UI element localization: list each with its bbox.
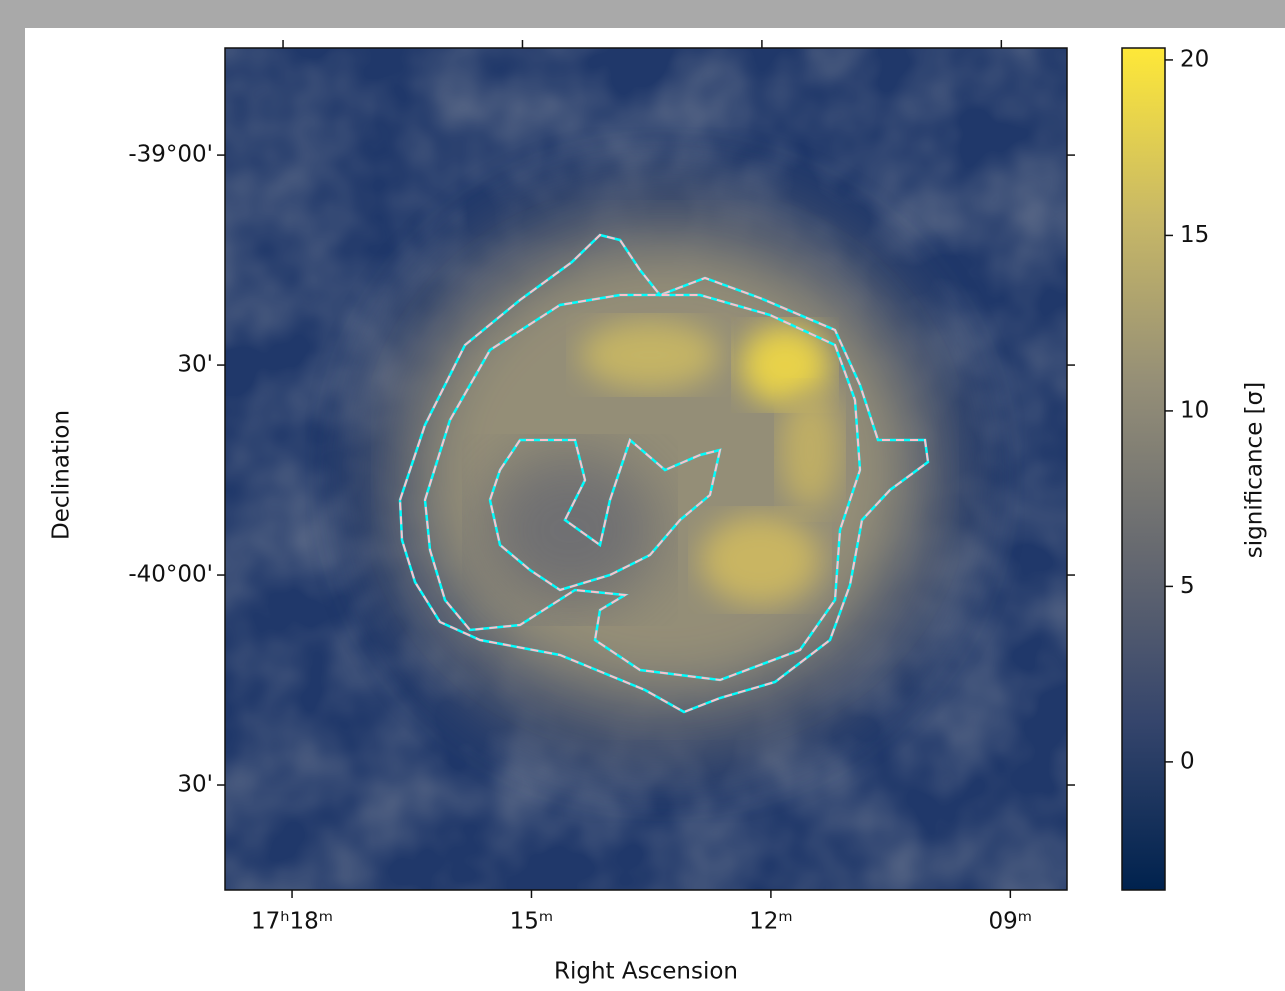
heatmap-spot (700, 515, 820, 605)
contour-line-dashed (398, 233, 930, 714)
y-tick-label: 30' (177, 772, 213, 798)
x-tick-label: 12ᵐ (749, 909, 793, 935)
x-axis-label: Right Ascension (554, 959, 738, 985)
x-tick-label: 15ᵐ (510, 909, 554, 935)
plot-frame (224, 47, 1068, 891)
contour-line-dashed (488, 438, 722, 592)
x-tick-label: 09ᵐ (989, 909, 1033, 935)
heatmap-hole (480, 450, 660, 610)
colorbar (1121, 47, 1166, 891)
heatmap-image (225, 48, 1067, 890)
heatmap-spot (780, 390, 840, 510)
y-tick-label: -40°00' (128, 562, 213, 588)
colorbar-tick-label: 0 (1180, 748, 1195, 774)
heatmap-spot (580, 320, 720, 390)
y-tick-label: 30' (177, 352, 213, 378)
y-tick-label: -39°00' (128, 142, 213, 168)
colorbar-label: significance [σ] (1242, 382, 1268, 558)
heatmap-spot (740, 325, 830, 405)
y-axis-label: Declination (49, 410, 75, 540)
contours (398, 233, 930, 714)
colorbar-tick-label: 10 (1180, 397, 1209, 423)
colorbar-tick-label: 20 (1180, 46, 1209, 72)
colorbar-tick-label: 5 (1180, 573, 1195, 599)
x-tick-label: 17ʰ18ᵐ (251, 909, 333, 935)
contour-line-dashed (423, 294, 862, 682)
colorbar-tick-label: 15 (1180, 222, 1209, 248)
